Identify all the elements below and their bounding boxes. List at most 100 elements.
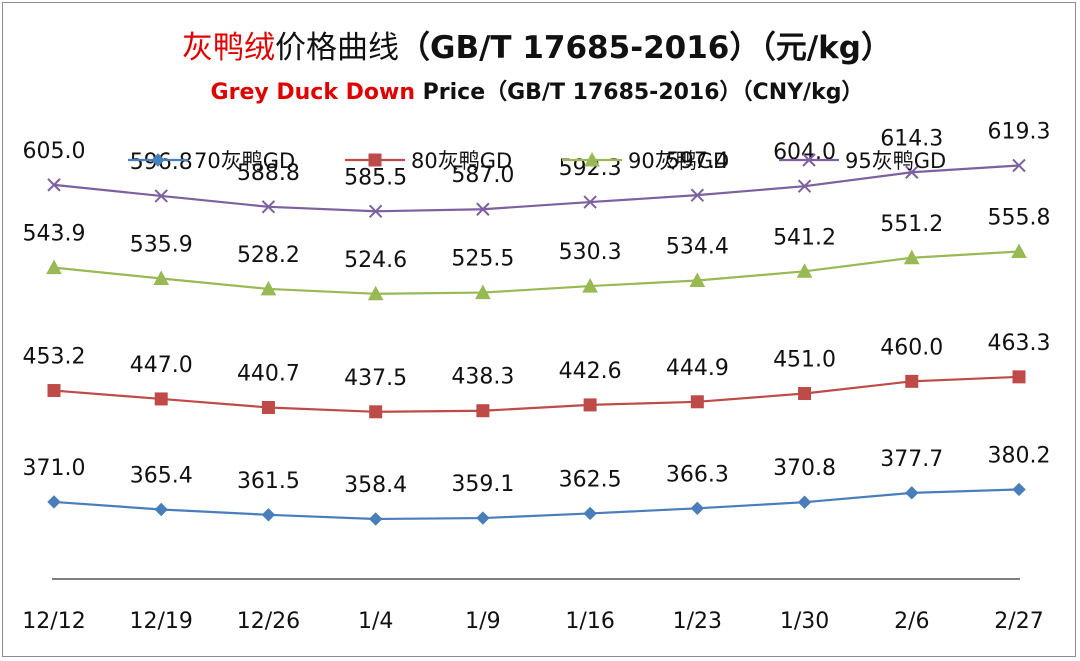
legend-marker xyxy=(368,153,382,167)
data-point xyxy=(154,392,168,406)
data-label: 605.0 xyxy=(23,139,86,164)
data-label: 361.5 xyxy=(237,469,300,494)
x-tick-label: 2/27 xyxy=(994,609,1043,634)
data-point xyxy=(368,204,383,218)
data-point xyxy=(797,495,812,509)
data-point xyxy=(903,249,920,265)
data-point xyxy=(47,495,61,509)
data-point xyxy=(475,284,491,300)
data-label: 528.2 xyxy=(237,243,300,268)
data-label: 535.9 xyxy=(130,232,193,257)
data-label: 365.4 xyxy=(130,464,193,489)
series-line xyxy=(53,375,1020,413)
data-point xyxy=(690,188,705,202)
data-label: 440.7 xyxy=(237,361,300,386)
data-label: 534.4 xyxy=(666,235,729,260)
chart-subtitle: Grey Duck Down Price（GB/T 17685-2016）（CN… xyxy=(0,74,1074,106)
data-point xyxy=(583,195,597,209)
data-point xyxy=(154,502,168,517)
data-label: 366.3 xyxy=(666,462,729,487)
chart-subtitle-rest: Price（GB/T 17685-2016）（CNY/kg） xyxy=(414,80,864,105)
data-point xyxy=(905,165,919,179)
data-label: 524.6 xyxy=(344,248,407,273)
x-tick-label: 12/26 xyxy=(237,609,300,634)
chart-title: 灰鸭绒价格曲线（GB/T 17685-2016）（元/kg） xyxy=(0,22,1074,67)
data-point xyxy=(261,200,276,214)
data-point xyxy=(260,280,277,296)
data-label: 370.8 xyxy=(773,456,836,481)
data-point xyxy=(476,511,490,525)
data-point xyxy=(583,398,597,412)
data-point xyxy=(905,486,919,500)
data-label: 453.2 xyxy=(23,345,86,370)
data-label: 460.0 xyxy=(880,335,943,360)
data-label: 451.0 xyxy=(773,348,836,373)
data-point xyxy=(476,202,490,216)
data-point xyxy=(1012,370,1026,384)
chart-title-spec: （GB/T 17685-2016）（元/kg） xyxy=(399,30,892,66)
data-point xyxy=(583,506,597,521)
data-point xyxy=(46,259,62,275)
data-label: 359.1 xyxy=(451,472,514,497)
data-label: 604.0 xyxy=(773,140,836,165)
legend-label: 70灰鸭GD xyxy=(194,149,295,173)
data-point xyxy=(1012,158,1026,173)
legend-label: 95灰鸭GD xyxy=(845,149,946,173)
data-label: 380.2 xyxy=(988,443,1051,468)
data-label: 555.8 xyxy=(988,206,1051,231)
legend-label: 80灰鸭GD xyxy=(411,149,512,173)
data-point xyxy=(690,395,704,409)
data-label: 442.6 xyxy=(559,359,622,384)
data-point xyxy=(367,285,384,301)
data-label: 614.3 xyxy=(880,126,943,151)
data-label: 541.2 xyxy=(773,225,836,250)
data-label: 444.9 xyxy=(666,356,729,381)
data-point xyxy=(582,278,598,293)
data-point xyxy=(154,189,168,203)
data-point xyxy=(369,405,383,419)
data-label: 543.9 xyxy=(23,222,86,247)
data-point xyxy=(261,508,276,522)
legend-label: 90灰鸭GD xyxy=(628,149,729,173)
data-label: 530.3 xyxy=(559,240,622,265)
data-label: 587.0 xyxy=(451,163,514,188)
data-label: 358.4 xyxy=(344,473,407,498)
data-point xyxy=(797,179,812,193)
legend-marker xyxy=(151,153,165,167)
data-label: 371.0 xyxy=(23,456,86,481)
x-tick-label: 1/23 xyxy=(673,609,722,634)
x-tick-label: 1/16 xyxy=(565,609,614,634)
x-tick-label: 1/30 xyxy=(780,609,829,634)
x-tick-label: 12/12 xyxy=(22,609,85,634)
x-tick-label: 12/19 xyxy=(130,609,193,634)
data-point xyxy=(690,501,705,516)
data-label: 377.7 xyxy=(880,447,943,472)
legend-marker xyxy=(584,151,600,167)
data-label: 551.2 xyxy=(880,212,943,237)
data-point xyxy=(1012,482,1026,497)
legend-marker xyxy=(802,153,816,167)
series-line xyxy=(53,488,1020,521)
x-tick-label: 1/9 xyxy=(465,609,500,634)
data-label: 588.8 xyxy=(237,161,300,186)
data-label: 438.3 xyxy=(451,365,514,390)
data-point xyxy=(689,272,706,288)
series-line xyxy=(53,250,1020,295)
chart-title-highlight: 灰鸭绒 xyxy=(182,30,276,66)
data-point xyxy=(798,387,812,401)
data-point xyxy=(368,512,383,526)
data-point xyxy=(905,374,919,388)
data-point xyxy=(1011,243,1027,259)
data-label: 585.5 xyxy=(344,165,407,190)
x-tick-label: 1/4 xyxy=(358,609,393,634)
data-label: 619.3 xyxy=(988,119,1051,144)
x-tick-label: 2/6 xyxy=(894,609,929,634)
data-label: 362.5 xyxy=(559,467,622,492)
data-label: 447.0 xyxy=(130,353,193,378)
data-label: 463.3 xyxy=(988,331,1051,356)
data-point xyxy=(47,384,61,398)
data-label: 525.5 xyxy=(451,247,514,272)
series-line xyxy=(53,164,1020,213)
